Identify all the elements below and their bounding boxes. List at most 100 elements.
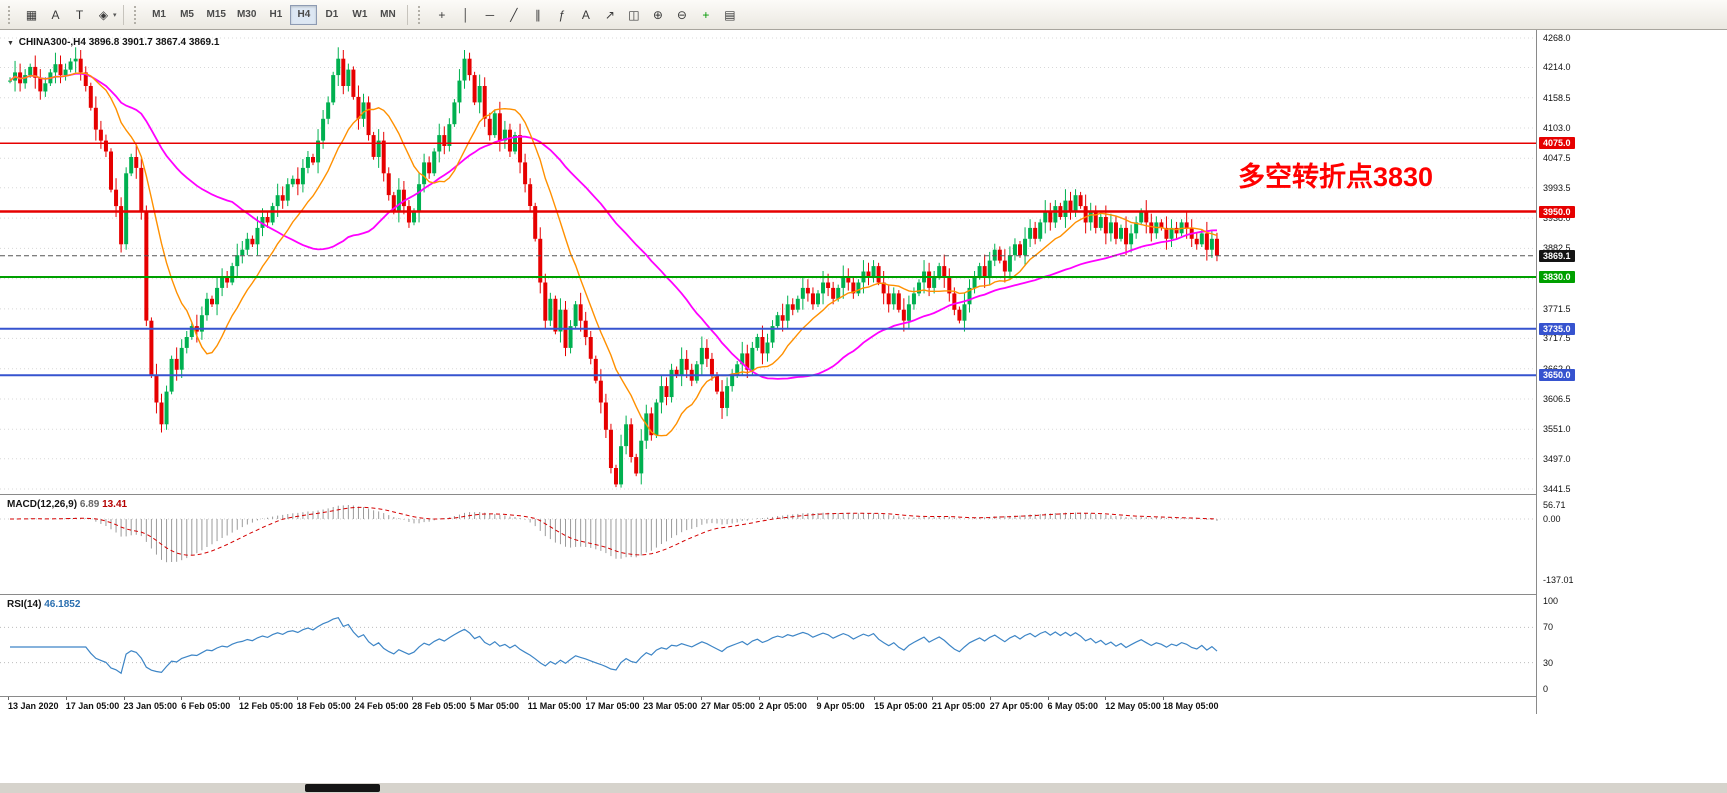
level-badge-3650.0: 3650.0 [1539, 369, 1575, 382]
zoom-in-icon[interactable]: ⊕ [646, 4, 669, 26]
price-tick: 3771.5 [1543, 303, 1571, 314]
timeframe-mn[interactable]: MN [374, 5, 401, 25]
rsi-tick: 30 [1543, 657, 1554, 668]
time-label: 23 Jan 05:00 [123, 701, 178, 711]
time-tick-mark [816, 697, 818, 700]
toolbar-left-group: ▦ A T ◈ ▾ [20, 4, 117, 26]
vertical-line-icon[interactable]: │ [454, 4, 477, 26]
pane-separator[interactable] [0, 594, 1727, 595]
time-label: 2 Apr 05:00 [758, 701, 807, 711]
add-indicator-icon[interactable]: + [694, 4, 717, 26]
rsi-tick: 70 [1543, 622, 1554, 633]
price-gridlines [0, 37, 1536, 490]
time-label: 27 Mar 05:00 [701, 701, 756, 711]
time-tick-mark [1163, 697, 1164, 700]
level-badge-3950.0: 3950.0 [1539, 205, 1575, 218]
time-tick-mark [527, 697, 529, 700]
arrow-tool-icon[interactable]: ↗ [598, 4, 621, 26]
toolbar-right-group: + │ ─ ╱ ∥ ƒ A ↗ ◫ ⊕ ⊖ + ▤ [430, 4, 741, 26]
timeframe-m1[interactable]: M1 [146, 5, 173, 25]
fibonacci-icon[interactable]: ƒ [550, 4, 573, 26]
crosshair-icon[interactable]: + [430, 4, 453, 26]
time-label: 5 Mar 05:00 [470, 701, 520, 711]
price-axis-border [1536, 30, 1537, 714]
charts-grid-icon[interactable]: ▦ [20, 4, 43, 26]
text-label-icon[interactable]: A [574, 4, 597, 26]
price-tick: 4214.0 [1543, 62, 1571, 73]
time-label: 9 Apr 05:00 [816, 701, 865, 711]
tile-windows-icon[interactable]: ◫ [622, 4, 645, 26]
timeframe-w1[interactable]: W1 [346, 5, 373, 25]
macd-signal-line [10, 506, 1218, 556]
current-price-badge: 3869.1 [1539, 249, 1575, 262]
time-label: 27 Apr 05:00 [989, 701, 1043, 711]
timeframe-h4[interactable]: H4 [290, 4, 318, 25]
price-axis[interactable]: 4268.0 4214.0 4158.5 4103.0 4047.5 3993.5 3938… [1537, 30, 1727, 714]
time-axis[interactable]: 13 Jan 2020 17 Jan 05:00 23 Jan 05:00 6 Feb… [0, 697, 1536, 714]
timeframe-m15[interactable]: M15 [202, 5, 231, 25]
toolbar-grip[interactable] [133, 5, 141, 24]
rsi-pane[interactable] [0, 595, 1536, 696]
price-tick: 3993.5 [1543, 182, 1571, 193]
time-label: 28 Feb 05:00 [412, 701, 467, 711]
main-price-pane[interactable] [0, 31, 1536, 494]
time-tick-mark [758, 697, 760, 700]
zoom-out-icon[interactable]: ⊖ [670, 4, 693, 26]
price-tick: 3938.0 [1543, 213, 1571, 224]
timeframe-m5[interactable]: M5 [174, 5, 201, 25]
timeframe-h1[interactable]: H1 [262, 5, 289, 25]
chart-ohlc-values: 3896.8 3901.7 3867.4 3869.1 [88, 37, 220, 48]
text-tool-icon[interactable]: T [68, 4, 91, 26]
ma-fast-line [9, 72, 1218, 437]
time-label: 6 Feb 05:00 [181, 701, 231, 711]
taskbar-fragment [305, 784, 380, 792]
template-icon[interactable]: ▤ [718, 4, 741, 26]
price-tick: 3441.5 [1543, 484, 1571, 494]
price-tick: 3882.5 [1543, 243, 1571, 254]
rsi-value: 46.1852 [44, 599, 81, 610]
timeframe-m30[interactable]: M30 [232, 5, 261, 25]
trendline-icon[interactable]: ╱ [502, 4, 525, 26]
time-tick-mark [585, 697, 587, 700]
time-label: 23 Mar 05:00 [643, 701, 698, 711]
time-label: 12 Feb 05:00 [239, 701, 294, 711]
time-label: 17 Jan 05:00 [65, 701, 120, 711]
time-label: 15 Apr 05:00 [874, 701, 928, 711]
price-tick: 3551.0 [1543, 424, 1571, 435]
time-tick-mark [354, 697, 356, 700]
pane-separator[interactable] [0, 494, 1727, 495]
toolbar-grip[interactable] [418, 5, 425, 24]
chart-menu-icon[interactable]: ▼ [7, 40, 14, 47]
time-tick-mark [1105, 697, 1107, 700]
toolbar-grip[interactable] [8, 5, 15, 24]
time-label: 6 May 05:00 [1047, 701, 1099, 711]
rsi-line [10, 616, 1218, 675]
price-tick: 4103.0 [1543, 123, 1571, 134]
annotation-text[interactable]: 多空转折点3830 [1238, 162, 1434, 192]
macd-pane[interactable] [0, 495, 1536, 594]
pane-separator [0, 696, 1727, 697]
shapes-tool-icon[interactable]: ◈ [92, 4, 115, 26]
rsi-tick: 0 [1543, 684, 1549, 694]
time-tick-mark [8, 697, 9, 700]
price-tick: 3497.0 [1543, 453, 1571, 464]
chart-symbol-period: CHINA300-,H4 [18, 37, 86, 48]
ma-slow-line [9, 72, 1218, 380]
channel-icon[interactable]: ∥ [526, 4, 549, 26]
bottom-strip [0, 783, 1727, 793]
horizontal-line-icon[interactable]: ─ [478, 4, 501, 26]
price-tick: 3606.5 [1543, 393, 1571, 404]
cursor-tool-icon[interactable]: A [44, 4, 67, 26]
chart-title: ▼ CHINA300-,H4 3896.8 3901.7 3867.4 3869… [7, 37, 219, 48]
time-label: 11 Mar 05:00 [527, 701, 582, 711]
time-label: 17 Mar 05:00 [585, 701, 640, 711]
time-label: 24 Feb 05:00 [354, 701, 409, 711]
dropdown-caret-icon[interactable]: ▾ [113, 11, 117, 19]
time-tick-mark [1047, 697, 1049, 700]
toolbar: ▦ A T ◈ ▾ M1 M5 M15 M30 H1 H4 D1 W1 MN + │ ─ ╱ ∥ ƒ A ↗ ◫ ⊕ ⊖ + ▤ [0, 0, 1727, 30]
timeframe-d1[interactable]: D1 [318, 5, 345, 25]
rsi-params: RSI(14) [7, 599, 42, 610]
time-label: 18 May 05:00 [1163, 701, 1219, 711]
